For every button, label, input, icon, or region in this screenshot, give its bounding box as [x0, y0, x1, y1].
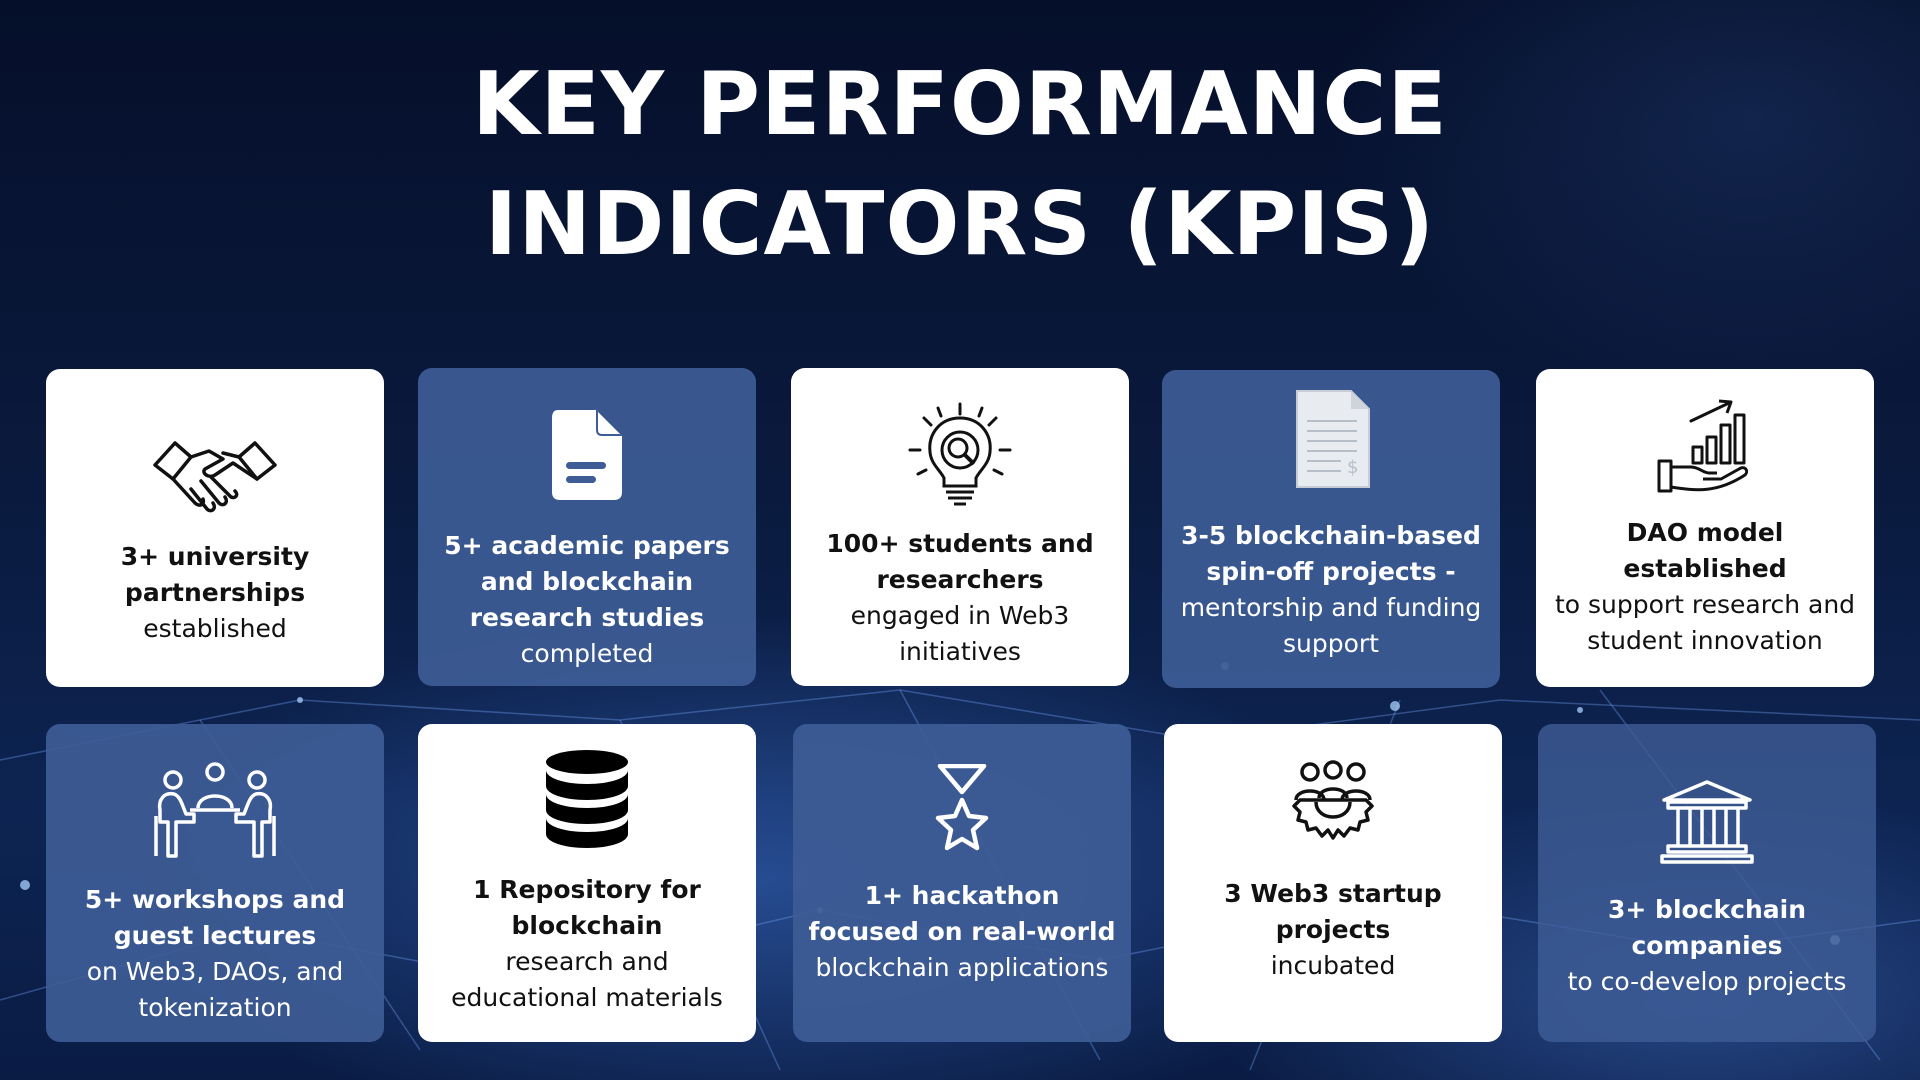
kpi-card-companies: 3+ blockchain companies to co-develop pr… [1538, 724, 1876, 1042]
kpi-card-partnerships: 3+ university partnerships established [46, 369, 384, 687]
kpi-highlight: 3 Web3 startup projects [1224, 879, 1442, 944]
kpi-card-workshops: 5+ workshops and guest lectures on Web3,… [46, 724, 384, 1042]
kpi-card-spinoffs: $ 3-5 blockchain-based spin-off projects… [1162, 370, 1500, 688]
kpi-detail: incubated [1270, 951, 1396, 980]
page-title: KEY PERFORMANCE INDICATORS (KPIS) [0, 44, 1920, 284]
kpi-highlight: 3+ blockchain companies [1608, 895, 1806, 960]
kpi-detail: to co-develop projects [1567, 967, 1847, 996]
medal-star-icon [932, 764, 992, 854]
gear-lightbulb-icon [908, 402, 1012, 506]
kpi-detail: to support research and student innovati… [1554, 590, 1856, 655]
database-icon [544, 746, 630, 850]
kpi-card-repository: 1 Repository for blockchain research and… [418, 724, 756, 1042]
kpi-highlight: 3+ university partnerships [120, 542, 310, 607]
kpi-detail: engaged in Web3 initiatives [850, 601, 1070, 666]
title-line-2: INDICATORS (KPIS) [484, 173, 1436, 275]
kpi-detail: blockchain applications [815, 953, 1109, 982]
kpi-detail: completed [520, 639, 654, 668]
kpi-card-dao: DAO model established to support researc… [1536, 369, 1874, 687]
meeting-icon [150, 760, 280, 860]
kpi-highlight: 1 Repository for blockchain [473, 875, 701, 940]
document-icon [552, 410, 622, 500]
growth-chart-hand-icon [1657, 397, 1753, 497]
kpi-highlight: DAO model established [1623, 518, 1787, 583]
kpi-card-hackathon: 1+ hackathon focused on real-world block… [793, 724, 1131, 1042]
invoice-icon: $ [1291, 388, 1371, 490]
kpi-card-students: 100+ students and researchers engaged in… [791, 368, 1129, 686]
svg-text:$: $ [1347, 457, 1358, 478]
handshake-icon [151, 421, 279, 531]
kpi-highlight: 100+ students and researchers [826, 529, 1094, 594]
kpi-detail: mentorship and funding support [1180, 593, 1482, 658]
kpi-highlight: 5+ workshops and guest lectures [84, 885, 346, 950]
kpi-detail: research and educational materials [451, 947, 723, 1012]
title-line-1: KEY PERFORMANCE [472, 53, 1448, 155]
kpi-card-startups: 3 Web3 startup projects incubated [1164, 724, 1502, 1042]
kpi-card-papers: 5+ academic papers and blockchain resear… [418, 368, 756, 686]
kpi-highlight: 1+ hackathon focused on real-world [808, 881, 1116, 946]
kpi-detail: established [143, 614, 287, 643]
kpi-detail: on Web3, DAOs, and tokenization [86, 957, 344, 1022]
institution-icon [1660, 780, 1754, 864]
kpi-highlight: 5+ academic papers and blockchain resear… [444, 531, 730, 632]
team-gear-icon [1288, 760, 1378, 850]
kpi-highlight: 3-5 blockchain-based spin-off projects - [1181, 521, 1481, 586]
